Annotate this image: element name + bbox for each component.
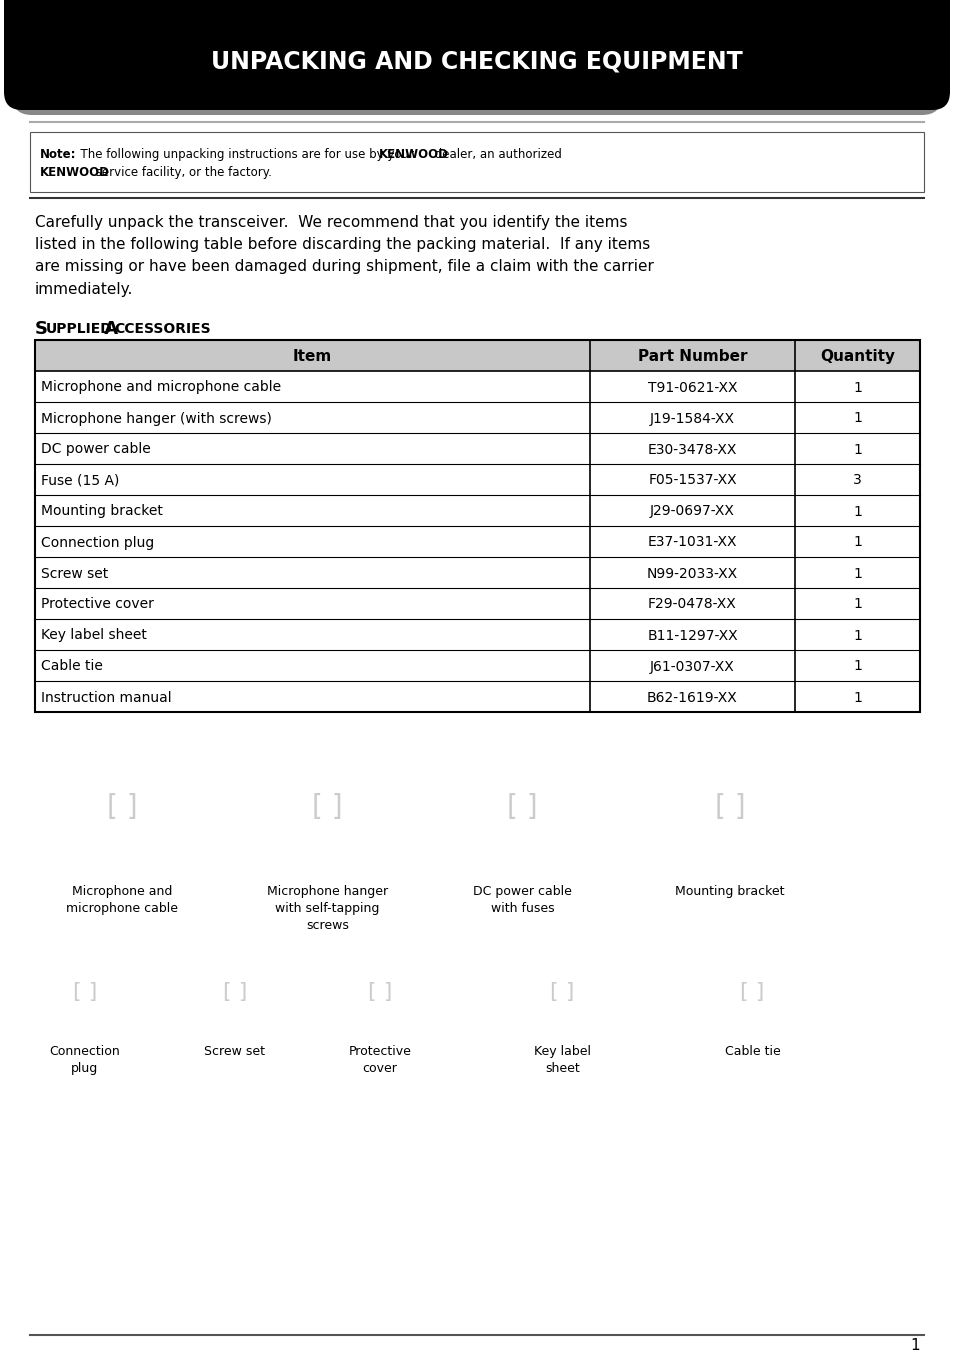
Bar [185,946,285,1037]
Text: Key label
sheet: Key label sheet [534,1045,590,1075]
Text: S: S [35,320,48,338]
Text: [ ]: [ ] [312,794,342,821]
Text: KENWOOD: KENWOOD [40,166,110,178]
Bar [245,737,410,877]
Text: F05-1537-XX: F05-1537-XX [647,473,736,488]
Text: T91-0621-XX: T91-0621-XX [647,380,737,395]
Text: Mounting bracket: Mounting bracket [41,504,163,519]
Text: Carefully unpack the transceiver.  We recommend that you identify the items
list: Carefully unpack the transceiver. We rec… [35,215,653,296]
Bar [35,339,919,713]
Text: N99-2033-XX: N99-2033-XX [646,566,738,580]
Text: Part Number: Part Number [638,349,746,364]
Text: 1: 1 [852,629,861,642]
Text: J61-0307-XX: J61-0307-XX [649,660,734,673]
Bar [679,946,824,1037]
Text: [ ]: [ ] [507,794,537,821]
Bar [30,132,923,192]
Text: [ ]: [ ] [72,982,97,1002]
Text: B62-1619-XX: B62-1619-XX [646,691,737,704]
Bar [30,737,214,877]
Text: Item: Item [293,349,332,364]
Text: B11-1297-XX: B11-1297-XX [646,629,737,642]
Text: A: A [98,320,118,338]
Text: 1: 1 [852,691,861,704]
Text: Fuse (15 A): Fuse (15 A) [41,473,119,488]
Text: Cable tie: Cable tie [41,660,103,673]
Text: 1: 1 [852,660,861,673]
Text: DC power cable
with fuses: DC power cable with fuses [473,886,572,915]
Text: Quantity: Quantity [820,349,894,364]
Bar [490,946,635,1037]
Bar [35,339,919,370]
Text: J19-1584-XX: J19-1584-XX [649,411,734,426]
Bar [435,737,609,877]
Text: CCESSORIES: CCESSORIES [113,322,211,337]
Text: Screw set: Screw set [41,566,108,580]
Text: 3: 3 [852,473,861,488]
Bar [639,737,820,877]
Text: 1: 1 [852,411,861,426]
Text: Microphone hanger (with screws): Microphone hanger (with screws) [41,411,272,426]
Text: Key label sheet: Key label sheet [41,629,147,642]
Text: Mounting bracket: Mounting bracket [675,886,784,898]
Text: Connection
plug: Connection plug [50,1045,120,1075]
Text: 1: 1 [852,442,861,457]
FancyBboxPatch shape [4,1,949,110]
Text: F29-0478-XX: F29-0478-XX [647,598,736,611]
Text: Microphone and microphone cable: Microphone and microphone cable [41,380,281,395]
Text: Screw set: Screw set [204,1045,265,1059]
Text: [ ]: [ ] [740,982,764,1002]
Text: 1: 1 [852,380,861,395]
Text: [ ]: [ ] [107,794,137,821]
Text: J29-0697-XX: J29-0697-XX [649,504,734,519]
Text: Protective cover: Protective cover [41,598,153,611]
Text: service facility, or the factory.: service facility, or the factory. [91,166,272,178]
Text: DC power cable: DC power cable [41,442,151,457]
Text: [ ]: [ ] [550,982,574,1002]
Text: 1: 1 [852,504,861,519]
Text: KENWOOD: KENWOOD [378,147,449,161]
Text: Note:: Note: [40,147,76,161]
Text: [ ]: [ ] [714,794,744,821]
Text: UNPACKING AND CHECKING EQUIPMENT: UNPACKING AND CHECKING EQUIPMENT [211,50,742,74]
Text: 1: 1 [852,535,861,549]
Bar [4,0,949,55]
Text: The following unpacking instructions are for use by your: The following unpacking instructions are… [73,147,417,161]
Text: UPPLIED: UPPLIED [46,322,112,337]
Text: E30-3478-XX: E30-3478-XX [647,442,737,457]
Text: Instruction manual: Instruction manual [41,691,172,704]
Text: E37-1031-XX: E37-1031-XX [647,535,737,549]
Text: Microphone hanger
with self-tapping
screws: Microphone hanger with self-tapping scre… [267,886,388,932]
Bar [35,946,135,1037]
Bar [330,946,430,1037]
Text: 1: 1 [852,566,861,580]
Text: 1: 1 [909,1337,919,1352]
Text: Cable tie: Cable tie [724,1045,780,1059]
Text: [ ]: [ ] [368,982,392,1002]
Text: Microphone and
microphone cable: Microphone and microphone cable [67,886,178,915]
Text: [ ]: [ ] [223,982,247,1002]
Text: 1: 1 [852,598,861,611]
Text: Protective
cover: Protective cover [348,1045,411,1075]
FancyBboxPatch shape [12,15,941,115]
Text: Connection plug: Connection plug [41,535,154,549]
Text: dealer, an authorized: dealer, an authorized [431,147,561,161]
